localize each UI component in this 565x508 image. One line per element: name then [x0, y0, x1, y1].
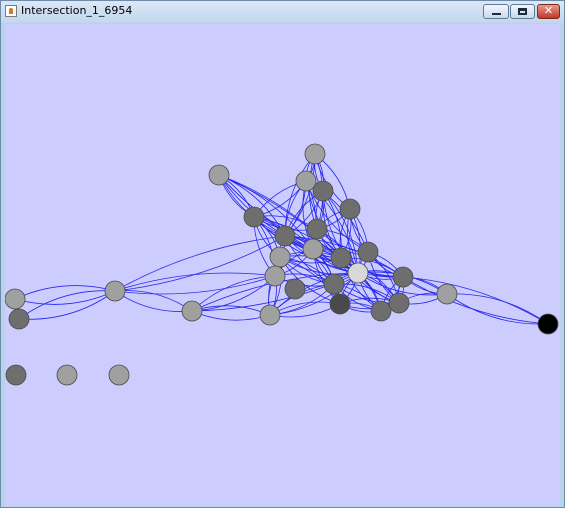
maximize-icon: [518, 8, 527, 15]
graph-node[interactable]: [357, 241, 379, 263]
graph-node[interactable]: [243, 206, 265, 228]
graph-edge: [446, 293, 549, 325]
graph-node[interactable]: [5, 288, 26, 310]
graph-node[interactable]: [329, 293, 351, 315]
graph-edge: [18, 290, 116, 320]
graph-node[interactable]: [104, 280, 126, 302]
graph-edge: [402, 276, 549, 325]
graph-edge: [114, 275, 276, 295]
graph-edge: [14, 285, 116, 300]
graph-node[interactable]: [392, 266, 414, 288]
graph-node[interactable]: [269, 246, 291, 268]
graph-node[interactable]: [330, 247, 352, 269]
graph-edge: [191, 310, 271, 321]
graph-node[interactable]: [388, 292, 410, 314]
graph-edge: [114, 235, 286, 292]
graph-drawing[interactable]: [5, 24, 560, 506]
graph-nodes[interactable]: [5, 143, 559, 386]
graph-edge: [218, 174, 342, 259]
graph-edge: [114, 235, 286, 292]
close-button[interactable]: ✕: [537, 4, 560, 19]
graph-node[interactable]: [264, 265, 286, 287]
java-app-icon[interactable]: [5, 5, 17, 17]
graph-node[interactable]: [56, 364, 78, 386]
graph-node[interactable]: [347, 262, 369, 284]
graph-node[interactable]: [304, 143, 326, 165]
title-bar[interactable]: Intersection_1_6954 ✕: [1, 1, 564, 23]
graph-node[interactable]: [8, 308, 30, 330]
graph-edge: [14, 290, 116, 305]
graph-node[interactable]: [259, 304, 281, 326]
graph-edge: [114, 272, 276, 292]
graph-node[interactable]: [108, 364, 130, 386]
window-title: Intersection_1_6954: [21, 4, 133, 17]
graph-edge: [18, 290, 116, 320]
graph-node[interactable]: [537, 313, 559, 335]
graph-node[interactable]: [5, 364, 27, 386]
graph-node[interactable]: [339, 198, 361, 220]
graph-node[interactable]: [312, 180, 334, 202]
graph-edge: [446, 293, 549, 325]
graph-node[interactable]: [208, 164, 230, 186]
graph-node[interactable]: [274, 225, 296, 247]
graph-node[interactable]: [323, 273, 345, 295]
minimize-button[interactable]: [483, 4, 509, 19]
graph-node[interactable]: [436, 283, 458, 305]
graph-canvas[interactable]: [5, 24, 560, 506]
graph-node[interactable]: [370, 300, 392, 322]
graph-node[interactable]: [284, 278, 306, 300]
graph-node[interactable]: [181, 300, 203, 322]
graph-node[interactable]: [306, 218, 328, 240]
minimize-icon: [492, 13, 501, 15]
close-icon: ✕: [543, 4, 554, 17]
graph-edge: [402, 276, 549, 325]
maximize-button[interactable]: [510, 4, 535, 19]
graph-node[interactable]: [295, 170, 317, 192]
graph-node[interactable]: [302, 238, 324, 260]
